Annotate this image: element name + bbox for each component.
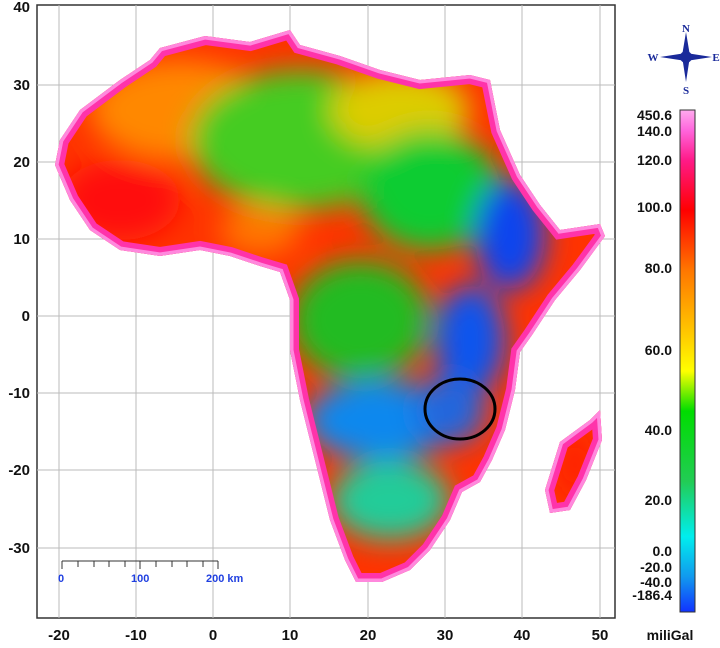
compass-e: E	[712, 52, 719, 64]
scale-label-0: 0	[58, 573, 64, 585]
y-tick: 20	[13, 154, 30, 171]
y-tick: -10	[8, 385, 30, 402]
colorbar-label: 140.0	[637, 123, 672, 139]
colorbar-label: 120.0	[637, 152, 672, 168]
x-tick: 0	[209, 627, 217, 644]
y-tick: 10	[13, 231, 30, 248]
x-tick: 10	[282, 627, 299, 644]
colorbar-label: 40.0	[645, 422, 672, 438]
y-tick: -30	[8, 540, 30, 557]
x-tick: -20	[48, 627, 70, 644]
y-tick: 40	[13, 0, 30, 16]
compass-s: S	[683, 85, 689, 97]
colorbar-label: 20.0	[645, 492, 672, 508]
colorbar-unit: miliGal	[647, 627, 694, 643]
y-tick: 0	[22, 308, 30, 325]
colorbar	[679, 109, 696, 613]
x-axis-ticks: -20 -10 0 10 20 30 40 50	[48, 627, 608, 644]
scale-bar	[61, 560, 219, 569]
compass-rose-icon: N S W E	[648, 23, 720, 97]
x-tick: 50	[592, 627, 609, 644]
x-tick: 40	[514, 627, 531, 644]
colorbar-labels: 450.6 140.0 120.0 100.0 80.0 60.0 40.0 2…	[632, 107, 672, 603]
colorbar-label: -40.0	[640, 574, 672, 590]
compass-w: W	[648, 52, 659, 64]
scale-label-100: 100	[131, 573, 149, 585]
colorbar-label: 60.0	[645, 342, 672, 358]
colorbar-label: -186.4	[632, 587, 672, 603]
colorbar-label: 100.0	[637, 199, 672, 215]
colorbar-label: 450.6	[637, 107, 672, 123]
y-tick: -20	[8, 462, 30, 479]
x-tick: 30	[437, 627, 454, 644]
y-axis-ticks: 40 30 20 10 0 -10 -20 -30	[8, 0, 30, 557]
scale-label-200: 200 km	[206, 573, 244, 585]
y-tick: 30	[13, 77, 30, 94]
highlight-circle	[423, 377, 497, 441]
colorbar-label: 80.0	[645, 260, 672, 276]
compass-n: N	[682, 23, 690, 35]
x-tick: -10	[125, 627, 147, 644]
colorbar-label: -20.0	[640, 559, 672, 575]
colorbar-label: 0.0	[653, 543, 673, 559]
x-tick: 20	[360, 627, 377, 644]
